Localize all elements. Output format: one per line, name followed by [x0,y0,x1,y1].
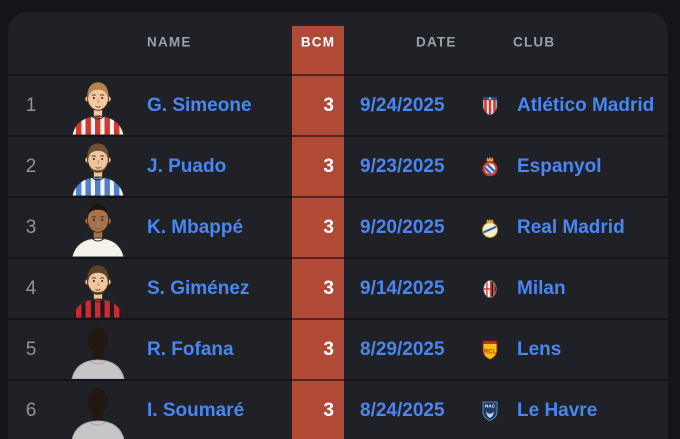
bcm-value: 3 [323,277,334,299]
leaderboard-card: NAME BCM DATE CLUB 1 G. Simeone 3 9/24/2… [8,12,668,439]
player-avatar [64,140,132,196]
lens-crest-icon: RCL [478,338,502,362]
rank-label: 3 [25,216,37,238]
player-avatar [64,384,132,439]
svg-text:RCL: RCL [484,349,497,355]
match-date-link[interactable]: 8/24/2025 [360,399,445,421]
table-row[interactable]: 2 J. Puado 3 9/23/2025 Espanyol [8,135,668,196]
column-header-club[interactable]: CLUB [513,34,556,50]
match-date-link[interactable]: 9/23/2025 [360,155,445,177]
table-row[interactable]: 5 R. Fofana 3 8/29/2025 RCL Lens [8,318,668,379]
match-date-link[interactable]: 9/14/2025 [360,277,445,299]
table-body: 1 G. Simeone 3 9/24/2025 Atlético Madrid [8,74,668,439]
le-havre-crest-icon: HAC [478,399,502,423]
player-avatar [64,323,132,379]
player-name-link[interactable]: R. Fofana [147,338,234,360]
column-header-name[interactable]: NAME [147,34,192,50]
bcm-column-highlight [292,26,344,439]
player-name-link[interactable]: J. Puado [147,155,227,177]
club-name-link[interactable]: Atlético Madrid [517,94,655,116]
bcm-value: 3 [323,155,334,177]
club-name-link[interactable]: Milan [517,277,566,299]
bcm-value: 3 [323,94,334,116]
real-madrid-crest-icon [478,216,502,240]
rank-label: 5 [25,338,37,360]
column-header-date[interactable]: DATE [416,34,457,50]
rank-label: 6 [25,399,37,421]
club-name-link[interactable]: Le Havre [517,399,598,421]
player-avatar [64,79,132,135]
svg-text:HAC: HAC [485,403,496,409]
rank-label: 4 [25,277,37,299]
player-avatar [64,262,132,318]
player-name-link[interactable]: S. Giménez [147,277,250,299]
match-date-link[interactable]: 9/20/2025 [360,216,445,238]
bcm-value: 3 [323,338,334,360]
club-name-link[interactable]: Real Madrid [517,216,625,238]
player-avatar [64,201,132,257]
player-name-link[interactable]: I. Soumaré [147,399,245,421]
match-date-link[interactable]: 9/24/2025 [360,94,445,116]
rank-label: 1 [25,94,37,116]
rank-label: 2 [25,155,37,177]
atletico-madrid-crest-icon [478,94,502,118]
bcm-value: 3 [323,216,334,238]
table-row[interactable]: 1 G. Simeone 3 9/24/2025 Atlético Madrid [8,74,668,135]
player-name-link[interactable]: K. Mbappé [147,216,244,238]
club-name-link[interactable]: Espanyol [517,155,602,177]
table-row[interactable]: 3 K. Mbappé 3 9/20/2025 Real Madrid [8,196,668,257]
player-name-link[interactable]: G. Simeone [147,94,252,116]
column-header-bcm[interactable]: BCM [300,34,336,50]
milan-crest-icon [478,277,502,301]
espanyol-crest-icon [478,155,502,179]
table-header: NAME BCM DATE CLUB [8,12,668,74]
table-row[interactable]: 4 S. Giménez 3 9/14/2025 Milan [8,257,668,318]
club-name-link[interactable]: Lens [517,338,562,360]
bcm-value: 3 [323,399,334,421]
table-row[interactable]: 6 I. Soumaré 3 8/24/2025 HAC Le Havre [8,379,668,439]
match-date-link[interactable]: 8/29/2025 [360,338,445,360]
